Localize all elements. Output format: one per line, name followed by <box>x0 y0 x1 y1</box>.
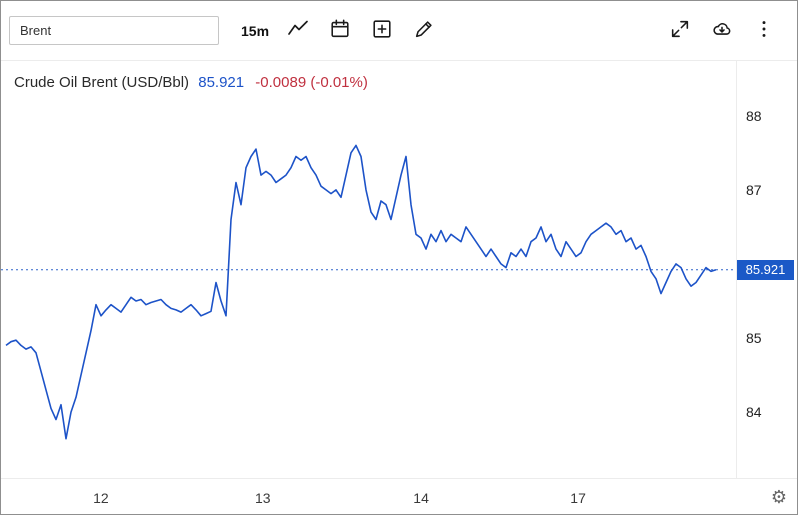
download-button[interactable] <box>704 13 740 49</box>
add-chart-icon <box>371 18 393 43</box>
price-line-chart[interactable] <box>1 61 736 478</box>
interval-button[interactable]: 15m <box>241 22 270 39</box>
settings-gear-icon[interactable]: ⚙ <box>770 487 787 507</box>
fullscreen-button[interactable] <box>662 13 698 49</box>
price-line-series <box>5 144 717 440</box>
time-axis[interactable]: ⚙ 12 13 14 17 <box>1 478 797 514</box>
cloud-download-icon <box>711 18 733 43</box>
last-price-badge: 85.921 <box>737 259 794 280</box>
fullscreen-icon <box>669 18 691 43</box>
add-chart-button[interactable] <box>364 13 400 49</box>
y-axis-tick-label: 85 <box>746 330 762 346</box>
price-change-text: -0.0089 (-0.01%) <box>255 74 368 91</box>
last-price-text: 85.921 <box>198 74 245 91</box>
instrument-title: Crude Oil Brent (USD/Bbl) <box>14 74 190 91</box>
symbol-search-input[interactable] <box>9 16 219 45</box>
toolbar: 15m <box>1 1 797 61</box>
price-axis[interactable]: 85.921 88 87 85 84 <box>736 61 797 478</box>
y-axis-tick-label: 88 <box>746 107 762 124</box>
draw-button[interactable] <box>406 13 442 49</box>
plot-area[interactable]: Crude Oil Brent (USD/Bbl) 85.921 -0.0089… <box>1 61 736 478</box>
chart-type-button[interactable] <box>280 13 316 49</box>
kebab-menu-icon <box>753 18 775 43</box>
x-axis-tick-label: 14 <box>413 490 429 506</box>
line-chart-icon <box>287 18 309 43</box>
symbol-search-box <box>9 16 219 45</box>
toolbar-right-group <box>659 13 785 49</box>
menu-button[interactable] <box>746 13 782 49</box>
chart-legend: Crude Oil Brent (USD/Bbl) 85.921 -0.0089… <box>14 74 368 91</box>
y-axis-tick-label: 87 <box>746 181 762 198</box>
y-axis-tick-label: 84 <box>746 404 762 421</box>
x-axis-tick-label: 13 <box>255 490 271 506</box>
x-axis-tick-label: 12 <box>93 490 109 506</box>
x-axis-tick-label: 17 <box>570 490 586 506</box>
draw-pencil-icon <box>413 18 435 43</box>
calendar-icon <box>329 18 351 43</box>
calendar-button[interactable] <box>322 13 358 49</box>
chart-region: Crude Oil Brent (USD/Bbl) 85.921 -0.0089… <box>1 61 797 478</box>
